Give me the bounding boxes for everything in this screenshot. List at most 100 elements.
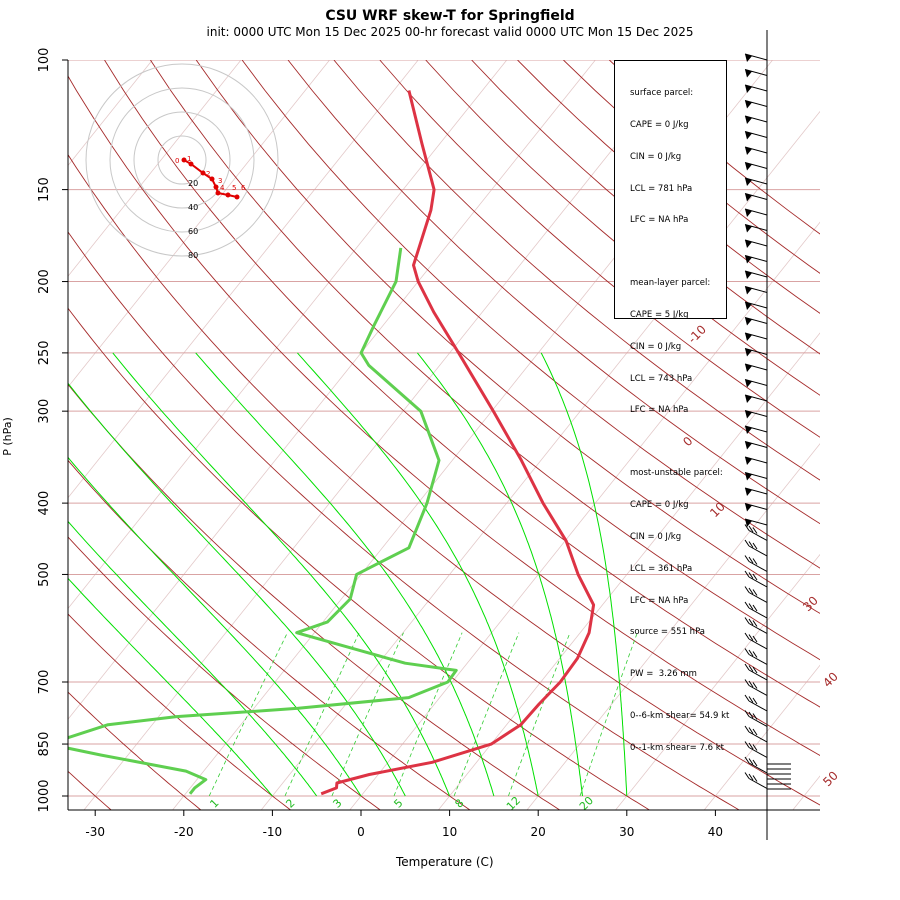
dry-adiabat-line: [333, 60, 820, 481]
wind-barb: [748, 654, 768, 665]
wind-barb-flag: [745, 224, 752, 233]
mixing-ratio-line: [508, 632, 571, 797]
mean-layer-parcel-block: mean-layer parcel: CAPE = 5 J/kg CIN = 0…: [630, 257, 726, 437]
wind-barb-flag: [745, 116, 752, 124]
wind-barb-feather: [748, 711, 754, 719]
wind-barb: [744, 255, 768, 262]
info-line: LCL = 743 hPa: [630, 373, 693, 384]
wind-barb: [744, 394, 768, 402]
x-tick-label: -30: [85, 825, 105, 839]
wind-barb: [744, 472, 768, 479]
wind-barb-feather: [752, 666, 758, 674]
wind-barb-feather: [752, 759, 758, 767]
wind-barb: [748, 669, 768, 681]
dry-adiabat-line: [287, 60, 820, 525]
mixing-ratio-label: 8: [452, 796, 466, 810]
wind-barb: [744, 84, 768, 92]
wind-barb-flag: [745, 410, 752, 419]
wind-barb: [744, 348, 768, 355]
wind-barb-flag: [745, 348, 752, 357]
hodograph-ring-label: 60: [188, 227, 198, 236]
wind-barb-feather: [748, 680, 754, 688]
mixing-ratio-line: [284, 632, 360, 797]
wind-barb-feather: [752, 635, 758, 643]
dry-adiabat-line: [68, 613, 292, 810]
moist-adiabat-line: [68, 456, 362, 797]
wind-barb: [748, 731, 768, 743]
wind-barb-feather: [752, 682, 758, 689]
info-line: LCL = 781 hPa: [630, 183, 693, 194]
wind-barb-flag: [745, 488, 752, 496]
isotherm-line: [703, 664, 820, 810]
info-line: 0--1-km shear= 7.6 kt: [630, 742, 724, 753]
wind-barb: [744, 270, 768, 278]
y-tick-label: 1000: [37, 779, 52, 812]
wind-barb-feather: [748, 665, 754, 672]
info-line: mean-layer parcel:: [630, 278, 711, 289]
wind-barb-feather: [748, 618, 754, 626]
hodograph-ring: [157, 135, 207, 185]
info-line: CIN = 0 J/kg: [630, 531, 682, 542]
wind-barb-flag: [745, 286, 752, 295]
hodograph-point: [213, 184, 219, 190]
wind-barb-flag: [745, 100, 752, 109]
dry-adiabat-line: [68, 307, 651, 810]
wind-barb-flag: [745, 178, 752, 186]
moist-adiabat-line: [195, 352, 495, 797]
wind-barb-flag: [745, 317, 752, 326]
moist-adiabat-line: [68, 577, 273, 797]
info-line: LCL = 361 hPa: [630, 563, 693, 574]
wind-barb: [744, 239, 768, 247]
y-axis-label: P (hPa): [0, 417, 14, 456]
hodograph-ring-label: 80: [188, 251, 198, 260]
wind-barb-flag: [745, 193, 752, 202]
wind-barb-feather: [744, 539, 750, 547]
mixing-ratio-label: 1: [207, 796, 221, 810]
isotherm-label: 40: [820, 669, 841, 690]
wind-barb: [748, 747, 768, 758]
wind-barb: [744, 69, 768, 76]
wind-barb-feather: [752, 713, 758, 720]
x-tick-label: 20: [531, 825, 546, 839]
moist-adiabat-line: [112, 352, 451, 797]
mixing-ratio-line: [393, 632, 463, 797]
wind-barb: [748, 530, 768, 541]
y-tick-label: 850: [37, 732, 52, 757]
wind-barb: [748, 607, 768, 619]
dry-adiabat-line: [68, 691, 202, 810]
wind-barb-feather: [752, 527, 758, 534]
wind-barb-flag: [745, 333, 752, 341]
y-tick-label: 400: [37, 491, 52, 516]
dry-adiabat-line: [68, 770, 112, 810]
wind-barb: [744, 53, 768, 61]
mixing-ratio-line: [208, 632, 288, 797]
dry-adiabat-line: [104, 60, 820, 708]
wind-barb-feather: [752, 775, 758, 782]
wind-barb: [744, 208, 768, 216]
dry-adiabat-line: [68, 383, 561, 810]
isotherm-line: [68, 60, 508, 610]
temperature-profile: [320, 90, 596, 796]
wind-barb-feather: [748, 696, 754, 703]
wind-barb: [744, 332, 768, 340]
wind-barb-feather: [752, 573, 758, 581]
wind-barb: [748, 623, 768, 634]
wind-barb-flag: [745, 271, 752, 279]
dry-adiabat-line: [195, 60, 820, 614]
wind-barb-flag: [745, 503, 752, 512]
wind-barb-feather: [752, 604, 758, 612]
wind-barb: [748, 545, 768, 557]
hodograph-height-label: 6: [241, 184, 246, 192]
info-line: CIN = 0 J/kg: [630, 151, 682, 162]
x-tick-label: -20: [174, 825, 194, 839]
info-line: surface parcel:: [630, 88, 694, 99]
hodograph-ring-label: 40: [188, 203, 198, 212]
isotherm-line: [68, 60, 331, 388]
wind-barb-feather: [744, 741, 750, 748]
dry-adiabat-line: [379, 60, 820, 438]
dry-adiabat-line: [241, 60, 820, 569]
plot-area: [68, 60, 820, 810]
mixing-ratio-line: [331, 632, 404, 797]
x-tick-label: 40: [708, 825, 723, 839]
y-tick-label: 150: [37, 177, 52, 202]
